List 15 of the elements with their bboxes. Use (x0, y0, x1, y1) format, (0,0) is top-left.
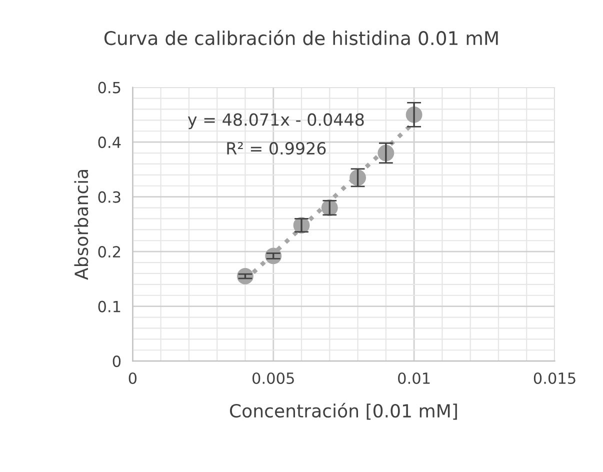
annotation: y = 48.071x - 0.0448 (188, 113, 364, 130)
y-axis-title: Absorbancia (74, 170, 88, 280)
y-tick-label: 0.3 (98, 191, 120, 203)
chart-title: Curva de calibración de histidina 0.01 mM (104, 30, 498, 46)
y-tick-label: 0 (112, 356, 121, 368)
y-tick-label: 0.2 (98, 246, 120, 258)
y-tick-label: 0.1 (98, 300, 120, 312)
x-tick-label: 0.015 (534, 372, 576, 384)
x-tick-label: 0.005 (252, 372, 294, 384)
y-tick-label: 0.4 (98, 136, 121, 148)
x-tick-label: 0 (128, 372, 137, 384)
x-tick-label: 0.01 (398, 372, 430, 384)
y-tick-label: 0.5 (98, 82, 120, 94)
annotation: R² = 0.9926 (227, 142, 326, 155)
x-axis-title: Concentración [0.01 mM] (230, 402, 457, 420)
